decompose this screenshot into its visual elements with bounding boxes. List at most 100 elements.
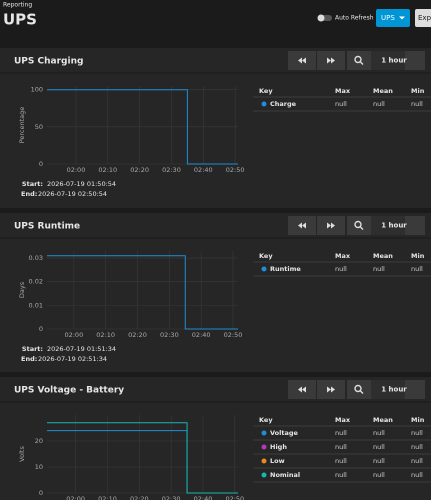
page-title: UPS [3, 11, 37, 29]
y-tick-label: 0.01 [29, 301, 43, 309]
x-tick-label: 02:10 [98, 166, 117, 174]
series-line [47, 422, 238, 494]
y-tick-label: 0 [39, 160, 43, 168]
legend-stat: null [335, 265, 347, 273]
legend-header: Mean [373, 252, 393, 260]
x-tick-label: 02:20 [130, 495, 149, 500]
next-icon [327, 386, 335, 393]
legend-stat: null [335, 443, 347, 451]
legend-header: Mean [373, 416, 393, 424]
start-label: Start: [22, 345, 43, 353]
y-tick-label: 10 [35, 463, 43, 471]
x-tick-label: 02:30 [160, 331, 179, 339]
legend-stat: null [373, 265, 385, 273]
x-tick-label: 02:10 [98, 495, 117, 500]
legend-stat: null [335, 429, 347, 437]
prev-icon [298, 57, 306, 64]
x-tick-label: 02:00 [64, 331, 83, 339]
panel-title: UPS Charging [14, 57, 83, 67]
end-time: 2026-07-19 02:51:34 [38, 355, 107, 363]
ups-button-label: UPS [381, 14, 395, 22]
toggle-knob [317, 14, 325, 22]
prev-icon [298, 222, 306, 229]
export-button[interactable] [415, 9, 431, 27]
legend-header: Min [411, 252, 425, 260]
x-tick-label: 02:40 [194, 495, 213, 500]
legend-stat: null [411, 265, 423, 273]
zoom-icon [354, 384, 362, 393]
legend-name: Voltage [270, 429, 299, 437]
start-time: 2026-07-19 01:51:34 [47, 345, 116, 353]
x-tick-label: 02:40 [194, 166, 213, 174]
end-label: End: [21, 190, 37, 198]
series-line [47, 255, 238, 330]
end-time: 2026-07-19 02:50:54 [38, 190, 107, 198]
range-label: 1 hour [381, 386, 407, 394]
range-field [371, 380, 405, 399]
legend-header: Max [335, 87, 351, 95]
y-tick-label: 0 [39, 325, 43, 333]
legend-swatch [261, 458, 267, 464]
legend-swatch [261, 101, 267, 107]
panel-title: UPS Voltage - Battery [14, 386, 124, 396]
legend-stat: null [335, 100, 347, 108]
legend-swatch [261, 430, 267, 436]
legend-stat: null [411, 100, 423, 108]
legend-stat: null [335, 457, 347, 465]
legend-stat: null [411, 471, 423, 479]
dropdown-caret [399, 16, 405, 20]
prev-icon [298, 386, 306, 393]
y-tick-label: 0.03 [29, 254, 43, 262]
y-axis-label: Volts [18, 446, 26, 462]
legend-stat: null [373, 100, 385, 108]
range-label: 1 hour [381, 57, 407, 65]
legend-stat: null [411, 457, 423, 465]
legend-header: Min [411, 87, 425, 95]
legend-header: Max [335, 416, 351, 424]
range-label: 1 hour [381, 222, 407, 230]
panel [0, 48, 431, 208]
y-axis-label: Percentage [18, 107, 26, 144]
y-tick-label: 0.02 [29, 278, 43, 286]
legend-stat: null [373, 457, 385, 465]
legend-name: Runtime [270, 265, 301, 273]
y-tick-label: 20 [35, 437, 43, 445]
start-time: 2026-07-19 01:50:54 [47, 180, 116, 188]
legend-header: Mean [373, 87, 393, 95]
x-tick-label: 02:00 [67, 166, 86, 174]
legend-stat: null [373, 443, 385, 451]
y-tick-label: 0 [39, 489, 43, 497]
zoom-icon [354, 220, 362, 229]
legend-stat: null [373, 429, 385, 437]
legend-name: Charge [270, 100, 297, 108]
x-tick-label: 02:00 [66, 495, 85, 500]
series-line [47, 89, 238, 165]
legend-header: Key [259, 252, 273, 260]
next-icon [327, 222, 335, 229]
legend-header: Max [335, 252, 351, 260]
zoom-icon [354, 55, 362, 64]
legend-stat: null [335, 471, 347, 479]
ups-button[interactable] [376, 9, 410, 27]
x-tick-label: 02:10 [96, 331, 115, 339]
zoom-icon-handle [359, 390, 364, 394]
legend-stat: null [373, 471, 385, 479]
panel-title: UPS Runtime [14, 222, 80, 232]
legend-stat: null [411, 429, 423, 437]
legend-name: High [270, 443, 287, 451]
range-field [371, 51, 405, 70]
breadcrumb: Reporting [3, 2, 32, 9]
y-axis-label: Days [18, 281, 26, 298]
x-tick-label: 02:40 [192, 331, 211, 339]
next-icon [327, 57, 335, 64]
x-tick-label: 02:20 [130, 166, 149, 174]
panel [0, 213, 431, 372]
zoom-icon-handle [359, 61, 364, 65]
legend-header: Key [259, 87, 273, 95]
legend-header: Min [411, 416, 425, 424]
x-tick-label: 02:50 [224, 331, 243, 339]
legend-swatch [261, 444, 267, 450]
end-label: End: [21, 355, 37, 363]
